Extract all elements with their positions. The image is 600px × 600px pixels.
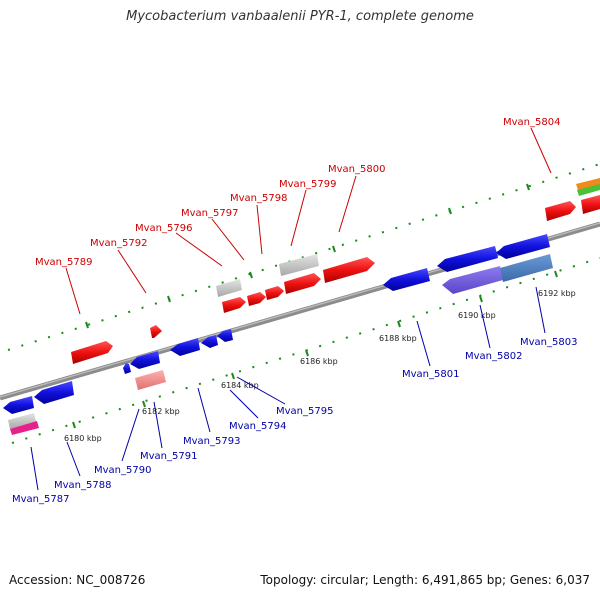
gene-label[interactable]: Mvan_5801 [402,369,459,380]
gene-arrow-steel[interactable] [500,254,553,282]
gene-label[interactable]: Mvan_5795 [276,406,333,417]
pseudo-gene[interactable] [216,279,242,297]
gene-label[interactable]: Mvan_5790 [94,465,151,476]
gene-arrow[interactable] [265,286,284,300]
gene-arrow[interactable] [496,234,550,259]
gene-arrow[interactable] [3,396,34,414]
gene-arrow[interactable] [284,273,321,294]
map-title: Mycobacterium vanbaalenii PYR-1, complet… [126,9,474,24]
scale-tick-label: 6188 kbp [379,334,417,343]
pseudo-gene[interactable] [8,413,36,429]
gene-arrow[interactable] [437,246,498,272]
gene-arrow[interactable] [383,268,430,291]
gene-arrow-orange[interactable] [576,178,600,190]
gene-label[interactable]: Mvan_5794 [229,421,286,432]
scale-tick-label: 6184 kbp [221,381,259,390]
gene-arrow[interactable] [71,341,113,364]
gene-label[interactable]: Mvan_5792 [90,238,147,249]
gene-label[interactable]: Mvan_5788 [54,480,111,491]
gene-label[interactable]: Mvan_5799 [279,179,336,190]
gene-label[interactable]: Mvan_5791 [140,451,197,462]
gene-arrow[interactable] [581,195,600,214]
accession-text: Accession: NC_008726 [9,573,146,587]
gene-label[interactable]: Mvan_5802 [465,351,522,362]
gene-label[interactable]: Mvan_5803 [520,337,577,348]
gene-arrow[interactable] [123,363,131,374]
reverse-leaders [30,286,546,491]
gene-arrow[interactable] [150,325,162,338]
scale-tick-label: 6180 kbp [64,434,102,443]
scale-major-ticks [72,270,558,429]
gene-label[interactable]: Mvan_5793 [183,436,240,447]
gene-arrow[interactable] [170,338,200,356]
gene-arrow-magenta[interactable] [10,421,39,435]
gene-label[interactable]: Mvan_5800 [328,164,385,175]
gene-arrow[interactable] [217,329,233,342]
forward-genes [71,178,600,364]
gene-label[interactable]: Mvan_5787 [12,494,69,505]
scale-tick-label: 6182 kbp [142,407,180,416]
gene-arrow[interactable] [201,335,218,348]
scale-tick-label: 6192 kbp [538,289,576,298]
gene-arrow-green[interactable] [577,184,600,196]
scale-tick-label: 6186 kbp [300,357,338,366]
forward-leaders [65,127,552,315]
gene-arrow[interactable] [545,201,576,221]
gene-arrow[interactable] [247,292,266,306]
gene-arrow-pink[interactable] [135,370,166,390]
gene-arrow[interactable] [222,297,246,313]
gene-label[interactable]: Mvan_5789 [35,257,92,268]
reverse-genes [3,234,553,435]
gene-arrow[interactable] [34,381,74,404]
forward-labels: Mvan_5789 Mvan_5792 Mvan_5796 Mvan_5797 … [35,117,560,268]
gene-label[interactable]: Mvan_5797 [181,208,238,219]
gene-arrow[interactable] [323,257,375,283]
pseudo-gene[interactable] [279,254,319,276]
gene-label[interactable]: Mvan_5796 [135,223,192,234]
gene-label[interactable]: Mvan_5804 [503,117,560,128]
gene-arrow[interactable] [130,351,160,369]
genome-summary-text: Topology: circular; Length: 6,491,865 bp… [260,573,590,587]
gene-arrow-purple[interactable] [442,266,503,294]
gene-label[interactable]: Mvan_5798 [230,193,287,204]
scale-tick-label: 6190 kbp [458,311,496,320]
reverse-labels: Mvan_5787 Mvan_5788 Mvan_5790 Mvan_5791 … [12,337,577,505]
scale-major-ticks-upper [85,183,530,329]
